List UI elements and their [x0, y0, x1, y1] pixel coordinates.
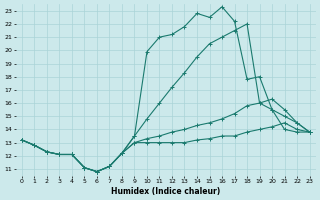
X-axis label: Humidex (Indice chaleur): Humidex (Indice chaleur) — [111, 187, 220, 196]
